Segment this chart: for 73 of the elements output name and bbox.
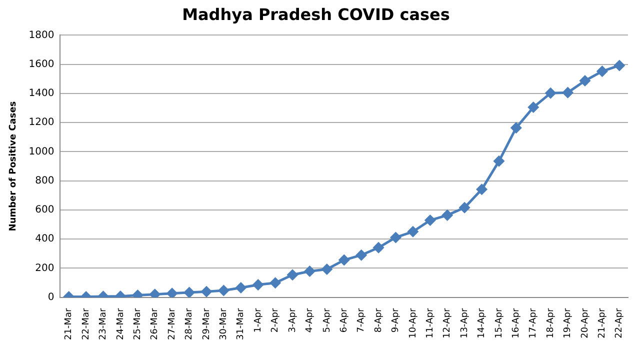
point <box>580 76 590 86</box>
chart-title: Madhya Pradesh COVID cases <box>182 4 450 24</box>
point <box>614 60 625 71</box>
y-tick-label: 600 <box>35 204 54 216</box>
x-tick-label: 14-Apr <box>477 308 488 338</box>
x-tick-label: 21-Apr <box>598 308 608 338</box>
x-tick-label: 23-Mar <box>98 308 109 340</box>
x-tick-label: 9-Apr <box>391 308 402 333</box>
x-tick-label: 15-Apr <box>494 308 504 338</box>
y-tick-label: 800 <box>35 175 54 186</box>
x-tick-label: 4-Apr <box>305 308 316 333</box>
x-tick-label: 27-Mar <box>167 308 178 340</box>
point <box>252 280 264 290</box>
x-tick-label: 18-Apr <box>546 308 556 338</box>
point <box>510 122 522 134</box>
x-tick-label: 13-Apr <box>460 308 470 338</box>
y-tick-label: 1400 <box>28 88 54 100</box>
x-tick-label: 17-Apr <box>528 308 539 338</box>
x-tick-label: 19-Apr <box>563 308 574 338</box>
x-tick-label: 22-Mar <box>81 308 92 340</box>
x-tick-label: 2-Apr <box>270 308 281 333</box>
point <box>270 278 281 288</box>
point <box>408 226 418 237</box>
point <box>373 242 384 253</box>
x-tick-label: 28-Mar <box>184 308 195 340</box>
point <box>201 286 212 297</box>
x-tick-label: 22-Apr <box>614 308 625 338</box>
point <box>218 285 229 296</box>
x-tick-label: 20-Apr <box>580 308 590 338</box>
point <box>184 287 195 298</box>
x-tick-label: 11-Apr <box>425 308 436 338</box>
point <box>424 215 436 226</box>
y-tick-label: 400 <box>35 234 54 245</box>
point <box>476 184 488 195</box>
y-tick-label: 200 <box>35 262 54 274</box>
point <box>562 87 574 98</box>
x-tick-label: 24-Mar <box>116 308 126 340</box>
x-tick-label: 7-Apr <box>356 308 367 333</box>
y-axis-title: Number of Positive Cases <box>8 101 19 232</box>
x-tick-label: 21-Mar <box>64 308 74 340</box>
point <box>494 156 504 166</box>
x-tick-label: 6-Apr <box>339 308 350 333</box>
y-tick-label: 1200 <box>28 117 54 128</box>
point <box>596 66 608 77</box>
point <box>236 282 246 293</box>
point <box>442 210 453 220</box>
x-tick-label: 31-Mar <box>236 308 246 340</box>
y-tick-label: 0 <box>48 292 54 303</box>
x-tick-label: 26-Mar <box>150 308 160 340</box>
x-tick-label: 3-Apr <box>288 308 298 333</box>
x-tick-label: 30-Mar <box>219 308 230 340</box>
point <box>356 250 367 260</box>
y-tick-label: 1600 <box>28 58 54 70</box>
point <box>459 202 470 213</box>
y-tick-label: 1800 <box>28 30 54 41</box>
x-tick-label: 16-Apr <box>512 308 522 338</box>
point <box>150 289 160 298</box>
point <box>287 270 298 280</box>
point <box>166 288 178 298</box>
y-tick-label: 1000 <box>28 146 54 158</box>
x-tick-label: 5-Apr <box>322 308 332 333</box>
point <box>545 88 556 98</box>
x-tick-label: 1-Apr <box>253 308 264 333</box>
point <box>390 232 401 243</box>
x-tick-label: 8-Apr <box>374 308 384 333</box>
point <box>528 102 539 113</box>
x-tick-label: 10-Apr <box>408 308 418 338</box>
x-tick-label: 12-Apr <box>442 308 453 338</box>
x-tick-label: 29-Mar <box>202 308 212 340</box>
point <box>338 254 350 266</box>
x-tick-label: 25-Mar <box>133 308 144 340</box>
point <box>304 266 315 277</box>
point <box>322 264 332 274</box>
